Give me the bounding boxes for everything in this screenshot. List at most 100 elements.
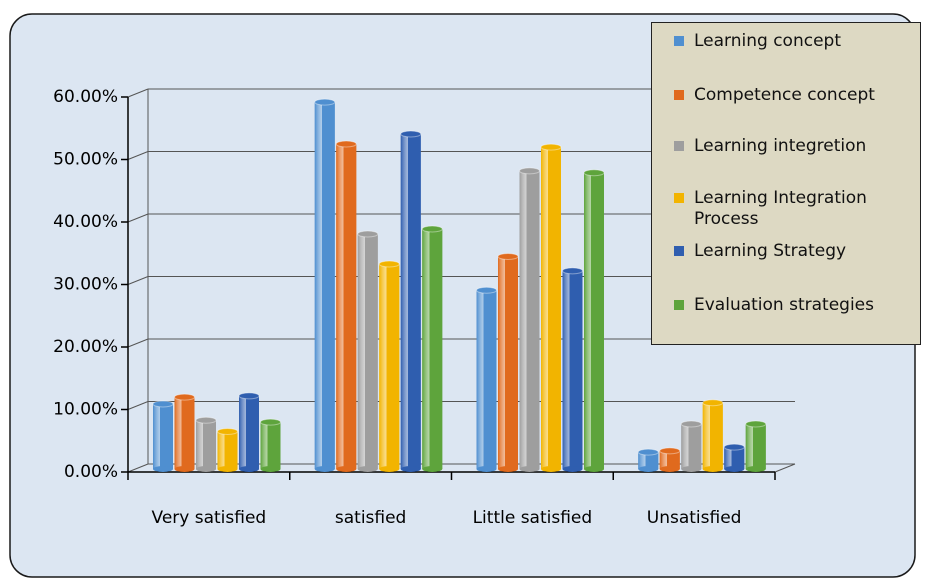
- bar-bottom: [476, 466, 497, 472]
- y-tick-label: 40.00%: [53, 212, 118, 232]
- bar: [681, 424, 702, 469]
- legend-swatch: [674, 90, 684, 100]
- bar-cap: [745, 420, 767, 428]
- bar: [519, 170, 540, 469]
- bar: [196, 420, 216, 469]
- bar: [702, 402, 723, 469]
- bar-bottom: [174, 466, 195, 472]
- bar-cap: [723, 443, 745, 451]
- bar-bottom: [153, 466, 173, 472]
- bar-bottom: [217, 466, 238, 472]
- bar-cap: [217, 428, 238, 435]
- legend-entry: Learning integretion: [674, 136, 914, 157]
- grid-line-side: [127, 88, 149, 98]
- y-tick-label: 20.00%: [53, 337, 118, 357]
- grid-line-side: [127, 463, 149, 473]
- bar-cap: [238, 392, 260, 400]
- legend-swatch: [674, 193, 684, 203]
- bar-cap: [152, 400, 174, 408]
- bar-bottom: [498, 466, 518, 472]
- legend-label: Learning integretion: [694, 136, 867, 156]
- bar: [239, 395, 259, 469]
- bar-cap: [680, 420, 702, 428]
- legend-label: Learning Integration Process: [694, 188, 867, 229]
- x-tick-label: Unsatisfied: [647, 508, 742, 528]
- legend-entry: Evaluation strategies: [674, 295, 914, 316]
- y-tick-label: 30.00%: [53, 275, 118, 295]
- bar-bottom: [314, 466, 335, 472]
- bar: [336, 144, 357, 469]
- legend-label: Evaluation strategies: [694, 295, 874, 315]
- bar-bottom: [357, 466, 378, 472]
- bar-cap: [497, 253, 519, 260]
- bar: [562, 270, 583, 469]
- legend-swatch: [674, 246, 684, 256]
- bar-bottom: [724, 466, 745, 472]
- y-tick-label: 10.00%: [53, 400, 118, 420]
- x-tick-label: Very satisfied: [152, 508, 267, 528]
- grid-line-side: [127, 401, 149, 410]
- bar-cap: [562, 267, 583, 275]
- bar-bottom: [541, 466, 561, 472]
- bar-cap: [314, 98, 336, 106]
- bar-cap: [637, 448, 659, 456]
- bar-bottom: [239, 466, 259, 472]
- x-tick-label: Little satisfied: [473, 508, 593, 528]
- bar-cap: [540, 143, 562, 151]
- bar: [400, 134, 421, 469]
- bar-cap: [519, 167, 540, 175]
- bar: [174, 397, 195, 469]
- bar-bottom: [519, 466, 540, 472]
- bar: [476, 290, 497, 469]
- bar-cap: [659, 447, 681, 455]
- legend-entry: Learning Strategy: [674, 241, 914, 262]
- bar-cap: [400, 130, 422, 138]
- bar-cap: [583, 169, 605, 177]
- x-tick-label: satisfied: [335, 508, 406, 528]
- grid-line-side: [127, 151, 149, 160]
- y-tick-label: 50.00%: [53, 150, 118, 170]
- bar: [541, 147, 561, 469]
- bar: [422, 229, 443, 469]
- legend-entry: Learning concept: [674, 31, 914, 52]
- bar: [379, 264, 400, 469]
- legend-swatch: [674, 36, 684, 46]
- legend-label: Learning Strategy: [694, 241, 847, 261]
- bar-bottom: [379, 466, 400, 472]
- bar-bottom: [422, 466, 443, 472]
- y-tick-label: 60.00%: [53, 87, 118, 107]
- bar: [745, 424, 766, 469]
- bar: [260, 422, 281, 469]
- bar-cap: [195, 416, 217, 424]
- bar-bottom: [638, 466, 659, 472]
- floor-edge: [774, 463, 796, 473]
- bar: [498, 256, 518, 469]
- bar-cap: [335, 140, 357, 148]
- bar: [638, 452, 659, 469]
- bar-bottom: [336, 466, 357, 472]
- bar-bottom: [681, 466, 702, 472]
- bar-bottom: [584, 466, 604, 472]
- bar: [584, 172, 604, 469]
- bar-cap: [702, 399, 724, 407]
- bar: [659, 450, 680, 469]
- y-tick-label: 0.00%: [64, 462, 118, 482]
- bar-bottom: [562, 466, 583, 472]
- bar-cap: [174, 393, 195, 401]
- bar-bottom: [400, 466, 421, 472]
- legend-swatch: [674, 300, 684, 310]
- grid-line-side: [127, 338, 149, 348]
- legend-label: Learning concept: [694, 31, 841, 51]
- bar-bottom: [260, 466, 281, 472]
- bar-bottom: [745, 466, 766, 472]
- bar: [357, 234, 378, 469]
- legend-entry: Learning Integration Process: [674, 188, 914, 230]
- bar-cap: [476, 286, 497, 294]
- bar-cap: [421, 225, 443, 233]
- bar-cap: [260, 418, 281, 426]
- bar: [724, 447, 745, 469]
- bar-cap: [357, 230, 379, 238]
- grid-line-side: [127, 213, 149, 223]
- legend-swatch: [674, 141, 684, 151]
